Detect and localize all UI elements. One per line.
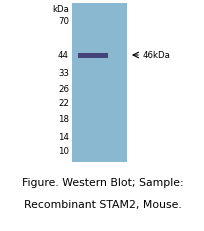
Text: 70: 70 xyxy=(58,18,69,27)
Text: 33: 33 xyxy=(58,70,69,79)
Text: 18: 18 xyxy=(58,115,69,124)
Text: Figure. Western Blot; Sample:: Figure. Western Blot; Sample: xyxy=(22,178,182,188)
Text: 14: 14 xyxy=(58,134,69,143)
Text: Recombinant STAM2, Mouse.: Recombinant STAM2, Mouse. xyxy=(23,200,181,210)
Text: 26: 26 xyxy=(58,85,69,94)
Bar xyxy=(78,53,108,58)
Text: 44: 44 xyxy=(58,51,69,60)
Bar xyxy=(72,3,126,162)
Text: 22: 22 xyxy=(58,98,69,107)
Text: kDa: kDa xyxy=(52,5,69,14)
Text: 46kDa: 46kDa xyxy=(142,51,170,60)
Text: 10: 10 xyxy=(58,146,69,155)
